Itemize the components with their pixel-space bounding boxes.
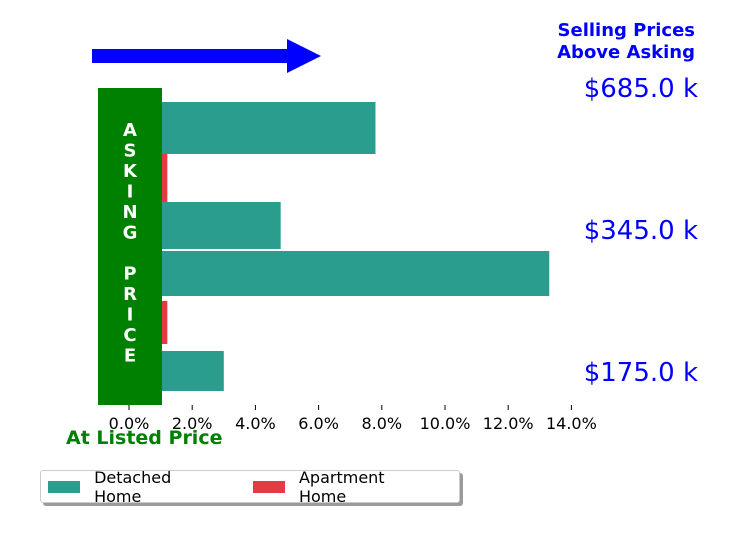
legend-item-apartment: Apartment Home: [252, 467, 433, 506]
legend-swatch-detached: [48, 480, 81, 493]
banner-letter-2: K: [123, 161, 138, 182]
bars-layer: [162, 102, 550, 391]
banner-letter-1: S: [124, 141, 137, 162]
price-label-mid: $345.0 k: [583, 216, 698, 246]
bar-detached-3: [162, 351, 224, 391]
x-axis: 0.0% 2.0% 4.0% 6.0% 8.0% 10.0% 12.0% 14.0%: [109, 405, 597, 433]
legend-swatch-apartment: [252, 480, 285, 493]
x-tick-label-1: 2.0%: [172, 414, 213, 433]
banner-letter-4: N: [122, 202, 137, 223]
right-arrow-icon: [92, 39, 321, 73]
x-tick-label-6: 12.0%: [483, 414, 534, 433]
banner-letter-10: C: [123, 325, 136, 346]
legend-item-detached: Detached Home: [48, 468, 220, 506]
legend-label-detached: Detached Home: [94, 467, 172, 506]
arrow-shape: [92, 39, 321, 73]
legend: Detached Home Apartment Home: [40, 467, 460, 506]
x-tick-label-3: 6.0%: [298, 414, 339, 433]
x-tick-label-7: 14.0%: [546, 414, 597, 433]
price-label-low: $175.0 k: [583, 358, 698, 388]
bar-detached-0: [162, 102, 376, 154]
price-label-high: $685.0 k: [583, 74, 698, 104]
banner-letter-9: I: [127, 305, 134, 326]
title-line-1: Selling Prices: [557, 20, 695, 41]
banner-letter-5: G: [123, 223, 138, 244]
x-tick-label-0: 0.0%: [109, 414, 150, 433]
x-tick-label-5: 10.0%: [420, 414, 471, 433]
x-tick-label-2: 4.0%: [235, 414, 276, 433]
title-line-2: Above Asking: [557, 42, 695, 63]
banner-letter-11: E: [124, 346, 136, 367]
x-tick-label-4: 8.0%: [361, 414, 402, 433]
bar-apartment-0: [162, 154, 168, 202]
bar-apartment-1: [162, 301, 168, 344]
legend-label-apartment: Apartment Home: [298, 467, 385, 506]
banner-box: [98, 88, 162, 405]
bar-detached-1: [162, 202, 281, 249]
banner-letter-0: A: [123, 120, 137, 141]
banner-letter-7: P: [123, 264, 136, 285]
at-listed-price-label: At Listed Price: [66, 427, 223, 449]
chart-title: Selling Prices Above Asking: [557, 20, 695, 64]
banner-letter-8: R: [123, 284, 137, 305]
bar-detached-2: [162, 251, 550, 296]
banner-letter-3: I: [127, 182, 134, 203]
